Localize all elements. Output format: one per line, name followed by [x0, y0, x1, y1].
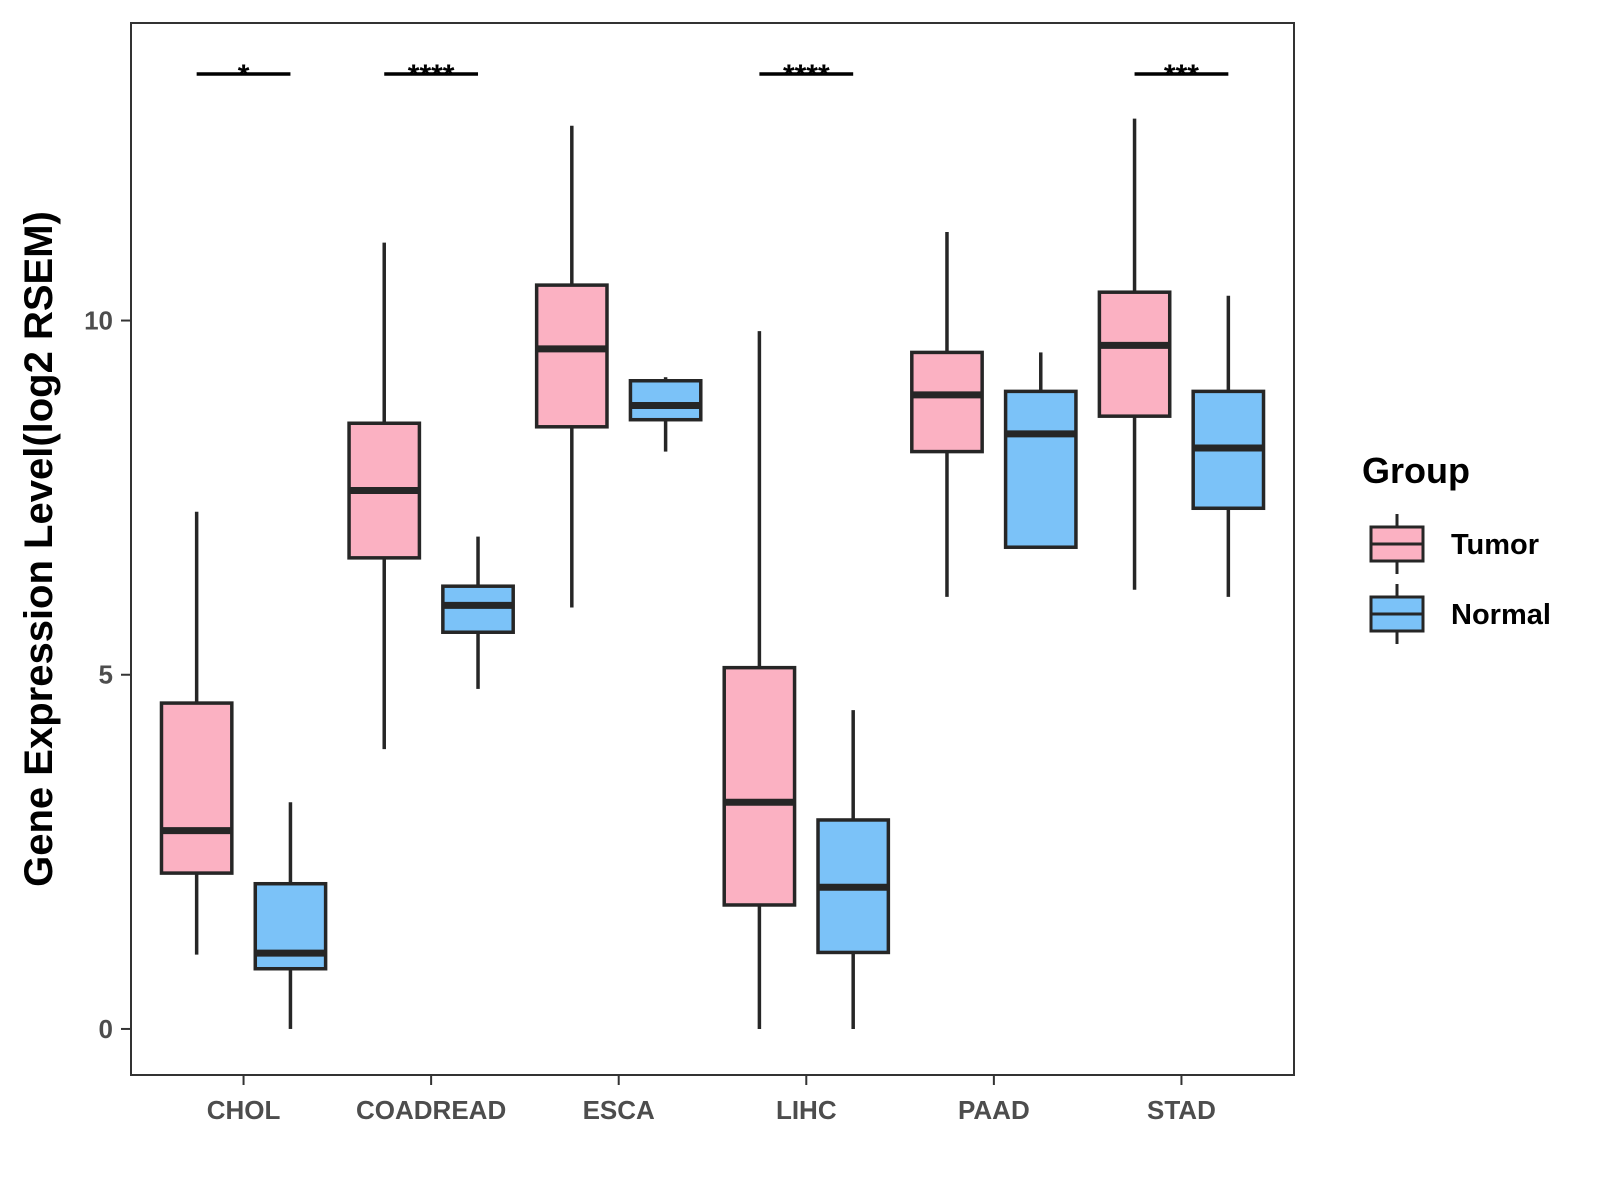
- box-normal-paad-iqr: [1003, 389, 1078, 549]
- box-tumor-esca-iqr: [534, 283, 609, 429]
- y-axis: 0 5 10: [84, 306, 131, 1044]
- boxes-layer: [159, 118, 1266, 1029]
- box-normal-stad: [1191, 295, 1266, 597]
- significance-coadread-label: ****: [408, 59, 455, 92]
- y-axis-title: Gene Expression Level(log2 RSEM): [17, 211, 61, 887]
- box-normal-paad: [1003, 352, 1078, 549]
- plot-panel-border: [130, 22, 1295, 1076]
- box-tumor-coadread: [347, 242, 422, 750]
- legend-key-tumor: [1369, 514, 1425, 574]
- x-tick-label-esca: ESCA: [583, 1095, 655, 1125]
- box-tumor-chol-iqr: [159, 701, 234, 875]
- x-tick-label-paad: PAAD: [958, 1095, 1030, 1125]
- box-normal-coadread-iqr: [441, 584, 515, 634]
- x-tick-label-stad: STAD: [1147, 1095, 1216, 1125]
- x-tick-label-lihc: LIHC: [776, 1095, 837, 1125]
- box-tumor-paad: [910, 231, 984, 597]
- legend-key-normal: [1369, 584, 1425, 644]
- legend-label-tumor: Tumor: [1451, 529, 1539, 561]
- y-tick-label-0: 0: [99, 1014, 113, 1044]
- significance-lihc-label: ****: [783, 59, 830, 92]
- significance-layer: * **** **** ***: [196, 59, 1229, 92]
- x-axis: CHOL COADREAD ESCA LIHC PAAD STAD: [207, 1075, 1216, 1125]
- box-tumor-chol: [159, 511, 234, 955]
- x-tick-label-coadread: COADREAD: [356, 1095, 506, 1125]
- box-tumor-lihc: [722, 331, 797, 1029]
- box-tumor-lihc-iqr: [722, 665, 797, 907]
- box-normal-coadread: [441, 536, 515, 689]
- legend-title: Group: [1362, 450, 1470, 491]
- box-tumor-paad-iqr: [910, 350, 984, 454]
- box-tumor-stad: [1097, 118, 1172, 590]
- box-normal-lihc: [816, 710, 891, 1029]
- box-normal-chol: [253, 802, 328, 1029]
- significance-stad-label: ***: [1164, 59, 1199, 92]
- x-tick-label-chol: CHOL: [207, 1095, 281, 1125]
- significance-chol-label: *: [238, 59, 250, 92]
- legend-label-normal: Normal: [1451, 599, 1551, 631]
- legend: Group Tumor Normal: [1362, 450, 1551, 644]
- box-normal-esca: [628, 377, 703, 452]
- box-tumor-stad-iqr: [1097, 290, 1172, 418]
- y-tick-label-10: 10: [84, 306, 113, 336]
- box-normal-esca-iqr: [628, 379, 703, 422]
- box-tumor-esca: [534, 125, 609, 608]
- y-tick-label-5: 5: [99, 660, 113, 690]
